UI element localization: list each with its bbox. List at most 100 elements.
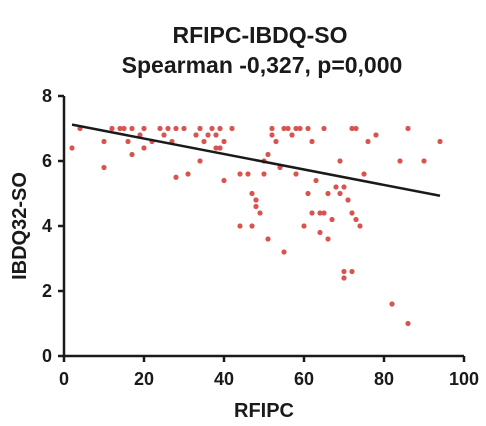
data-point	[405, 125, 411, 132]
data-point	[221, 177, 227, 184]
data-point	[325, 190, 331, 197]
y-tick-label: 0	[42, 346, 52, 366]
trend-group	[71, 123, 441, 198]
data-point	[221, 138, 227, 145]
data-point	[249, 223, 255, 229]
data-point	[213, 145, 219, 151]
data-point	[273, 138, 279, 145]
data-point	[421, 158, 427, 164]
data-point	[361, 171, 367, 177]
data-point	[437, 138, 443, 145]
data-point	[237, 171, 243, 177]
data-point	[205, 132, 211, 138]
data-point	[345, 197, 351, 203]
data-point	[313, 177, 319, 184]
data-point	[201, 138, 207, 145]
data-point	[305, 190, 311, 197]
y-tick-label: 8	[42, 86, 52, 106]
data-point	[109, 125, 115, 132]
data-point	[129, 125, 135, 132]
y-tick-label: 2	[42, 281, 52, 301]
data-point	[253, 197, 259, 203]
data-point	[349, 210, 355, 216]
data-point	[333, 184, 339, 190]
x-tick-label: 60	[294, 369, 314, 389]
data-point	[389, 301, 395, 307]
data-point	[261, 171, 267, 177]
data-point	[317, 210, 323, 216]
data-point	[269, 125, 275, 132]
data-point	[293, 125, 299, 132]
x-axis-label: RFIPC	[234, 400, 294, 421]
data-point	[157, 125, 163, 132]
data-point	[397, 158, 403, 164]
data-point	[309, 210, 315, 216]
points-group	[69, 125, 443, 327]
x-tick-label: 0	[59, 369, 69, 389]
data-point	[405, 320, 411, 327]
data-point	[281, 125, 287, 132]
data-point	[245, 171, 251, 177]
data-point	[165, 125, 171, 132]
data-point	[253, 203, 259, 210]
x-tick-label: 40	[214, 369, 234, 389]
data-point	[193, 132, 199, 138]
data-point	[353, 216, 359, 223]
data-point	[69, 145, 75, 151]
y-axis-label: IBDQ32-SO	[9, 172, 31, 280]
data-point	[217, 145, 223, 151]
data-point	[101, 138, 107, 145]
data-point	[257, 210, 263, 216]
data-point	[317, 229, 323, 236]
data-point	[293, 171, 299, 177]
y-tick-label: 6	[42, 151, 52, 171]
data-point	[337, 190, 343, 197]
data-point	[325, 236, 331, 242]
data-point	[141, 125, 147, 132]
data-point	[341, 184, 347, 190]
data-point	[265, 236, 271, 242]
data-point	[285, 125, 291, 132]
data-point	[321, 210, 327, 216]
x-tick-label: 20	[134, 369, 154, 389]
x-tick-label: 80	[374, 369, 394, 389]
x-tick-label: 100	[449, 369, 479, 389]
data-point	[353, 125, 359, 132]
data-point	[321, 125, 327, 132]
data-point	[117, 125, 123, 132]
data-point	[305, 125, 311, 132]
chart-subtitle: Spearman -0,327, p=0,000	[122, 52, 403, 78]
data-point	[329, 216, 335, 223]
data-point	[141, 145, 147, 151]
data-point	[281, 249, 287, 255]
data-point	[197, 158, 203, 164]
data-point	[185, 171, 191, 177]
data-point	[337, 158, 343, 164]
data-point	[365, 138, 371, 145]
data-point	[341, 275, 347, 281]
data-point	[209, 125, 215, 132]
data-point	[297, 125, 303, 132]
data-point	[181, 125, 187, 132]
data-point	[213, 132, 219, 138]
data-point	[125, 138, 131, 145]
data-point	[121, 125, 127, 132]
data-point	[161, 132, 167, 138]
data-point	[101, 164, 107, 171]
data-point	[217, 125, 223, 132]
data-point	[269, 132, 275, 138]
trend-line	[71, 123, 441, 198]
data-point	[237, 223, 243, 229]
data-point	[349, 268, 355, 275]
data-point	[309, 138, 315, 145]
tick-group: 0 20 40 60 80 100 0 2 4 6 8	[42, 86, 479, 389]
y-tick-label: 4	[42, 216, 52, 236]
data-point	[129, 151, 135, 158]
data-point	[301, 223, 307, 229]
data-point	[249, 190, 255, 197]
data-point	[173, 174, 179, 180]
chart-title: RFIPC-IBDQ-SO	[172, 22, 347, 48]
data-point	[349, 125, 355, 132]
